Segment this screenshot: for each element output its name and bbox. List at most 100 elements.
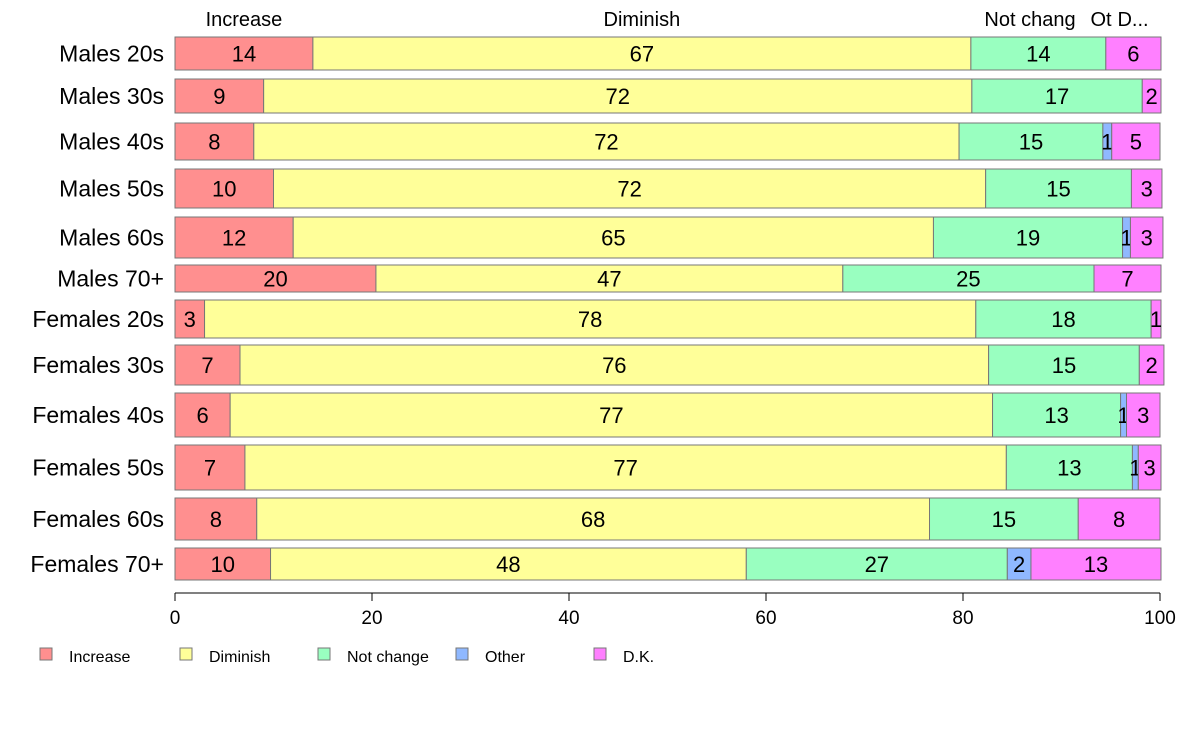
- x-tick-label: 100: [1144, 608, 1176, 629]
- data-label: 68: [581, 507, 605, 532]
- top-labels: Increase Diminish Not chang Ot D...: [206, 9, 1149, 31]
- data-label: 20: [263, 267, 287, 292]
- data-label: 9: [213, 84, 225, 109]
- bar-segment: [958, 122, 1104, 161]
- bar-segment: [174, 122, 255, 161]
- legend-swatch: [39, 647, 53, 661]
- category-label: Males 60s: [59, 225, 164, 251]
- bar-segment: [239, 344, 990, 386]
- bar-segment: [174, 444, 246, 491]
- bar-segment: [970, 36, 1107, 71]
- bar-segment: [174, 392, 231, 438]
- data-label: 13: [1057, 456, 1081, 481]
- category-label: Females 70+: [30, 551, 164, 577]
- data-label: 3: [1144, 456, 1156, 481]
- bar-segment: [174, 547, 272, 581]
- data-label: 15: [1019, 130, 1043, 155]
- data-label: 18: [1051, 307, 1075, 332]
- category-label: Males 30s: [59, 83, 164, 109]
- data-label: 3: [1141, 177, 1153, 202]
- data-label: 78: [578, 307, 602, 332]
- category-label: Males 40s: [59, 129, 164, 155]
- x-tick-label: 60: [755, 608, 776, 629]
- bar-segment: [174, 36, 314, 71]
- data-label: 1: [1150, 307, 1162, 332]
- legend-label: Other: [485, 649, 526, 666]
- bar-segment: [253, 122, 960, 161]
- data-label: 8: [208, 130, 220, 155]
- data-label: 48: [496, 552, 520, 577]
- bar-segment: [375, 264, 844, 293]
- data-label: 1: [1101, 130, 1113, 155]
- top-label: Increase: [206, 9, 283, 31]
- data-label: 2: [1146, 353, 1158, 378]
- bar-segment: [985, 168, 1132, 209]
- category-label: Females 50s: [32, 455, 164, 481]
- data-label: 77: [599, 403, 623, 428]
- legend-swatch: [317, 647, 331, 661]
- bar-segment: [745, 547, 1008, 581]
- data-label: 6: [196, 403, 208, 428]
- bar-segment: [273, 168, 987, 209]
- top-label: Not chang: [984, 9, 1075, 31]
- data-label: 3: [184, 307, 196, 332]
- bar-segment: [229, 392, 994, 438]
- data-label: 7: [204, 456, 216, 481]
- data-label: 72: [617, 177, 641, 202]
- category-label: Males 50s: [59, 176, 164, 202]
- legend-swatch: [593, 647, 607, 661]
- data-label: 10: [211, 552, 235, 577]
- data-label: 15: [1052, 353, 1076, 378]
- bar-segment: [1137, 444, 1162, 491]
- data-label: 15: [992, 507, 1016, 532]
- data-label: 8: [1113, 507, 1125, 532]
- bar-segment: [1030, 547, 1162, 581]
- x-tick-label: 40: [558, 608, 579, 629]
- data-label: 3: [1137, 403, 1149, 428]
- legend-label: D.K.: [623, 649, 654, 666]
- data-label: 14: [1026, 42, 1050, 67]
- data-label: 65: [601, 226, 625, 251]
- bar-segment: [988, 344, 1140, 386]
- data-label: 15: [1046, 177, 1070, 202]
- category-label: Males 20s: [59, 41, 164, 67]
- bar-segment: [1111, 122, 1161, 161]
- top-label: Diminish: [604, 9, 681, 31]
- category-label: Males 70+: [57, 266, 164, 292]
- bar-segment: [1141, 78, 1162, 114]
- bar-segment: [842, 264, 1095, 293]
- data-label: 19: [1016, 226, 1040, 251]
- category-label: Females 30s: [32, 352, 164, 378]
- category-label: Females 20s: [32, 306, 164, 332]
- bar-segment: [292, 216, 934, 259]
- data-label: 10: [212, 177, 236, 202]
- x-axis: 0 20 40 60 80 100: [170, 592, 1176, 629]
- data-label: 2: [1146, 84, 1158, 109]
- data-label: 67: [630, 42, 654, 67]
- bar-segment: [270, 547, 747, 581]
- bars: 14 67 14 69 72 17 28 72 15 1 510 72 15 312 65 19 1 320 47 2…: [174, 36, 1165, 581]
- data-label: 14: [232, 42, 256, 67]
- data-label: 25: [956, 267, 980, 292]
- x-tick-label: 20: [361, 608, 382, 629]
- x-tick-label: 80: [952, 608, 973, 629]
- data-label: 12: [222, 226, 246, 251]
- bar-segment: [1129, 216, 1164, 259]
- bar-segment: [312, 36, 972, 71]
- bar-segment: [1077, 497, 1161, 541]
- data-label: 5: [1130, 130, 1142, 155]
- bar-segment: [1105, 36, 1162, 71]
- bar-segment: [174, 497, 258, 541]
- legend-swatch: [179, 647, 193, 661]
- bar-segment: [1126, 392, 1161, 438]
- bar-segment: [174, 299, 206, 339]
- top-label: Ot: [1090, 9, 1112, 31]
- legend-label: Diminish: [209, 649, 270, 666]
- data-label: 13: [1084, 552, 1108, 577]
- category-label: Females 40s: [32, 402, 164, 428]
- bar-segment: [174, 78, 265, 114]
- bar-segment: [1093, 264, 1162, 293]
- data-label: 6: [1127, 42, 1139, 67]
- data-label: 72: [594, 130, 618, 155]
